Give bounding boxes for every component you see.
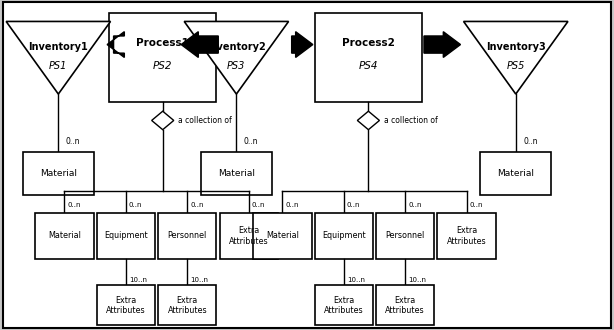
Text: 0..n: 0..n	[244, 137, 258, 147]
FancyBboxPatch shape	[96, 213, 155, 259]
Polygon shape	[152, 111, 174, 130]
Text: Extra
Attributes: Extra Attributes	[324, 296, 363, 315]
FancyBboxPatch shape	[315, 285, 373, 325]
FancyBboxPatch shape	[96, 285, 155, 325]
Polygon shape	[6, 21, 111, 94]
Text: Process1: Process1	[136, 38, 189, 48]
FancyBboxPatch shape	[480, 152, 551, 195]
Text: 0..n: 0..n	[68, 202, 81, 208]
Text: 10..n: 10..n	[190, 277, 208, 282]
Text: 0..n: 0..n	[408, 202, 422, 208]
Text: Process2: Process2	[342, 38, 395, 48]
Text: Extra
Attributes: Extra Attributes	[106, 296, 146, 315]
Text: PS3: PS3	[227, 61, 246, 72]
Text: Material: Material	[266, 231, 299, 241]
Text: a collection of: a collection of	[178, 116, 232, 125]
Text: PS2: PS2	[153, 61, 173, 71]
Text: Extra
Attributes: Extra Attributes	[386, 296, 425, 315]
FancyArrow shape	[292, 32, 313, 57]
Text: Extra
Attributes: Extra Attributes	[229, 226, 268, 246]
FancyBboxPatch shape	[315, 213, 373, 259]
Text: Equipment: Equipment	[322, 231, 366, 241]
Text: Material: Material	[48, 231, 81, 241]
Polygon shape	[184, 21, 289, 94]
Text: 0..n: 0..n	[470, 202, 483, 208]
FancyBboxPatch shape	[376, 285, 435, 325]
Text: Material: Material	[218, 169, 255, 178]
FancyBboxPatch shape	[158, 213, 217, 259]
FancyBboxPatch shape	[220, 213, 278, 259]
FancyBboxPatch shape	[376, 213, 435, 259]
Polygon shape	[464, 21, 568, 94]
Text: 10..n: 10..n	[347, 277, 365, 282]
Text: a collection of: a collection of	[384, 116, 438, 125]
Text: 0..n: 0..n	[286, 202, 299, 208]
FancyBboxPatch shape	[254, 213, 312, 259]
Text: Equipment: Equipment	[104, 231, 148, 241]
Text: Inventory2: Inventory2	[206, 42, 266, 52]
Text: Inventory1: Inventory1	[28, 42, 88, 52]
Text: 10..n: 10..n	[408, 277, 426, 282]
Text: 0..n: 0..n	[129, 202, 142, 208]
Text: Material: Material	[497, 169, 534, 178]
Text: 0..n: 0..n	[252, 202, 265, 208]
Text: 0..n: 0..n	[190, 202, 204, 208]
Text: Extra
Attributes: Extra Attributes	[447, 226, 486, 246]
FancyBboxPatch shape	[23, 152, 93, 195]
Text: Personnel: Personnel	[168, 231, 207, 241]
Text: 0..n: 0..n	[66, 137, 80, 147]
Text: Personnel: Personnel	[386, 231, 425, 241]
FancyBboxPatch shape	[437, 213, 496, 259]
FancyArrow shape	[107, 32, 124, 57]
Text: Material: Material	[40, 169, 77, 178]
FancyBboxPatch shape	[158, 285, 217, 325]
FancyBboxPatch shape	[109, 13, 217, 102]
Text: Inventory3: Inventory3	[486, 42, 546, 52]
FancyBboxPatch shape	[36, 213, 93, 259]
Text: PS5: PS5	[507, 61, 525, 72]
FancyArrow shape	[424, 32, 460, 57]
FancyBboxPatch shape	[3, 2, 611, 328]
Polygon shape	[357, 111, 379, 130]
Text: 10..n: 10..n	[129, 277, 147, 282]
Text: 0..n: 0..n	[523, 137, 538, 147]
Text: 0..n: 0..n	[347, 202, 360, 208]
Text: PS4: PS4	[359, 61, 378, 71]
FancyArrow shape	[181, 32, 219, 57]
Text: PS1: PS1	[49, 61, 68, 72]
FancyBboxPatch shape	[201, 152, 271, 195]
FancyBboxPatch shape	[314, 13, 422, 102]
Text: Extra
Attributes: Extra Attributes	[168, 296, 207, 315]
